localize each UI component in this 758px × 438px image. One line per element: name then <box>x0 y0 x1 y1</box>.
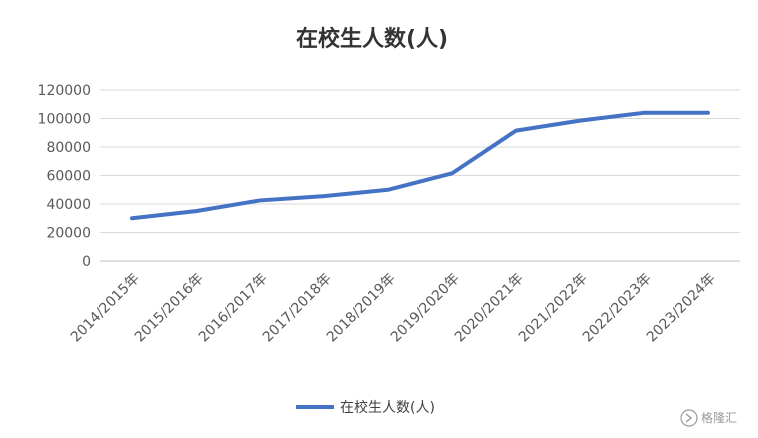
series-line <box>130 110 710 221</box>
chevron-icon <box>685 413 693 423</box>
y-axis-ticks: 0 20000 40000 60000 80000 100000 120000 <box>38 83 91 270</box>
chart-title: 在校生人数(人) <box>296 26 448 52</box>
series-group <box>130 110 710 221</box>
x-tick-label: 2023/2024年 <box>644 271 719 346</box>
y-tick-label: 20000 <box>46 226 91 242</box>
data-point <box>258 198 262 202</box>
y-tick-label: 120000 <box>38 83 91 99</box>
data-point <box>322 194 326 198</box>
y-tick-label: 0 <box>82 254 91 270</box>
data-point <box>450 171 454 175</box>
legend-label: 在校生人数(人) <box>340 399 435 416</box>
data-point <box>642 111 646 115</box>
y-tick-label: 100000 <box>38 112 91 128</box>
data-point <box>130 216 134 220</box>
legend: 在校生人数(人) <box>296 399 435 416</box>
x-axis-ticks: 2014/2015年2015/2016年2016/2017年2017/2018年… <box>68 271 719 346</box>
gridlines <box>100 89 740 262</box>
watermark-text: 格隆汇 <box>701 410 737 425</box>
watermark: 格隆汇 <box>680 409 737 427</box>
data-point <box>386 188 390 192</box>
watermark-logo-icon <box>680 409 698 427</box>
y-tick-label: 40000 <box>46 197 91 213</box>
data-point <box>194 209 198 213</box>
data-point <box>706 111 710 115</box>
data-point <box>514 129 518 133</box>
y-tick-label: 80000 <box>46 140 91 156</box>
y-tick-label: 60000 <box>46 169 91 185</box>
data-point <box>578 119 582 123</box>
